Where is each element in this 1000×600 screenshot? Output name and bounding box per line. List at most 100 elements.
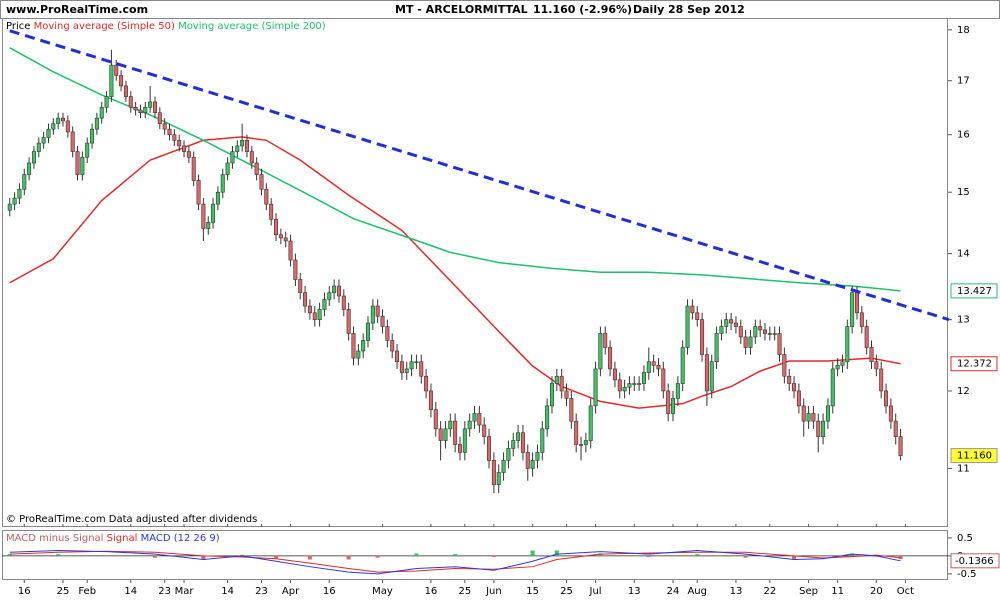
candle-body bbox=[424, 375, 429, 392]
candle-body bbox=[172, 134, 177, 141]
candle-body bbox=[758, 326, 763, 331]
candle-body bbox=[167, 128, 172, 136]
plot-layer: 18 17 16 15 14 13 12 11 16 25 Feb 14 23 Mar 14 23 Apr 16 M… bbox=[2, 25, 1000, 597]
chart-title: MT - ARCELORMITTAL bbox=[395, 3, 528, 16]
candle-body bbox=[428, 390, 433, 410]
candle-body bbox=[453, 420, 458, 445]
candle-body bbox=[152, 101, 157, 114]
x-tick-label: Sep bbox=[799, 586, 818, 597]
candle-body bbox=[864, 326, 869, 348]
candle-body bbox=[390, 340, 395, 352]
candle-body bbox=[845, 326, 850, 363]
legend-histogram: MACD minus Signal bbox=[6, 533, 103, 544]
candle-body bbox=[56, 117, 61, 124]
y-tick-label: 14 bbox=[957, 249, 970, 260]
candle-body bbox=[724, 319, 729, 327]
site: www.ProRealTime.com bbox=[6, 3, 148, 16]
x-tick-label: 23 bbox=[255, 586, 268, 597]
legend-macd: MACD (12 26 9) bbox=[141, 533, 220, 544]
ma-last-label: 12.372 bbox=[957, 359, 992, 370]
candle-body bbox=[409, 361, 414, 370]
candle-body bbox=[351, 333, 356, 359]
candle-body bbox=[244, 139, 249, 152]
macd-histogram-bar bbox=[307, 555, 312, 560]
candle-body bbox=[307, 305, 312, 314]
candle-body bbox=[666, 390, 671, 414]
candle-body bbox=[85, 142, 90, 158]
x-tick-label: Jun bbox=[485, 586, 502, 597]
candle-body bbox=[806, 413, 811, 422]
candle-body bbox=[75, 151, 80, 175]
candle-body bbox=[36, 142, 41, 152]
candle-body bbox=[380, 315, 385, 327]
candle-body bbox=[293, 259, 298, 280]
candle-body bbox=[235, 145, 240, 152]
candle-body bbox=[138, 109, 143, 114]
y-tick-label: 13 bbox=[957, 315, 970, 326]
candle-body bbox=[61, 117, 66, 122]
macd-histogram-bar bbox=[646, 555, 651, 557]
candle-body bbox=[41, 137, 46, 144]
candle-body bbox=[448, 420, 453, 430]
candle-body bbox=[637, 383, 642, 385]
candle-body bbox=[709, 361, 714, 392]
candle-body bbox=[399, 361, 404, 373]
candle-body bbox=[733, 322, 738, 327]
candle-body bbox=[792, 383, 797, 392]
x-tick-label: 13 bbox=[730, 586, 743, 597]
candle-body bbox=[888, 405, 893, 422]
candle-body bbox=[114, 64, 119, 76]
candle-body bbox=[835, 365, 840, 370]
macd-y-tick-label: -0.5 bbox=[957, 569, 977, 580]
y-tick-label: 11 bbox=[957, 463, 970, 474]
candle-body bbox=[530, 460, 535, 469]
candle-body bbox=[540, 428, 545, 453]
candle-body bbox=[574, 420, 579, 445]
candle-body bbox=[695, 312, 700, 320]
candle-body bbox=[51, 123, 56, 130]
x-tick-label: 14 bbox=[124, 586, 137, 597]
candle-body bbox=[336, 285, 341, 297]
candle-body bbox=[385, 326, 390, 341]
candle-body bbox=[656, 365, 661, 370]
candle-body bbox=[264, 188, 269, 205]
candle-body bbox=[772, 333, 777, 335]
macd-histogram-bar bbox=[792, 555, 797, 560]
macd-histogram-bar bbox=[598, 553, 603, 556]
candle-body bbox=[608, 347, 613, 370]
candle-body bbox=[496, 472, 501, 486]
candle-body bbox=[511, 440, 516, 449]
candle-body bbox=[191, 156, 196, 181]
candle-body bbox=[99, 106, 104, 119]
candle-body bbox=[559, 375, 564, 392]
candle-body bbox=[893, 420, 898, 437]
candle-body bbox=[593, 368, 598, 407]
x-tick-label: 20 bbox=[870, 586, 883, 597]
candle-body bbox=[317, 309, 322, 320]
candle-body bbox=[322, 299, 327, 310]
candle-body bbox=[830, 368, 835, 407]
candle-body bbox=[617, 379, 622, 392]
macd-y-tick-label: 0.5 bbox=[957, 533, 973, 544]
candle-body bbox=[225, 162, 230, 175]
candle-body bbox=[579, 444, 584, 446]
candle-body bbox=[361, 340, 366, 352]
macd-panel bbox=[2, 530, 948, 580]
candle-body bbox=[31, 151, 36, 164]
x-tick-label: 22 bbox=[763, 586, 776, 597]
candle-body bbox=[128, 96, 133, 108]
candle-body bbox=[477, 413, 482, 426]
candle-body bbox=[501, 460, 506, 473]
candle-body bbox=[27, 162, 32, 175]
candle-body bbox=[7, 203, 12, 211]
candle-body bbox=[729, 319, 734, 324]
candle-body bbox=[182, 145, 187, 152]
x-tick-label: 24 bbox=[667, 586, 680, 597]
legend-price: Price bbox=[6, 21, 30, 32]
macd-histogram-bar bbox=[152, 555, 157, 558]
candle-body bbox=[554, 375, 559, 384]
candle-body bbox=[700, 319, 705, 355]
x-tick-label: 25 bbox=[57, 586, 70, 597]
